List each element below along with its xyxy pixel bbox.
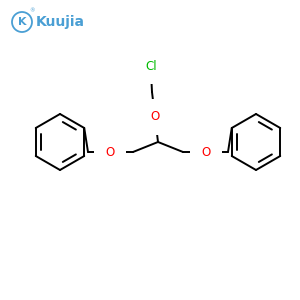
Text: K: K bbox=[18, 17, 26, 27]
Text: ®: ® bbox=[29, 8, 35, 14]
Text: O: O bbox=[150, 110, 160, 124]
Text: Kuujia: Kuujia bbox=[35, 15, 85, 29]
Text: O: O bbox=[105, 146, 115, 158]
Text: Cl: Cl bbox=[145, 59, 157, 73]
Text: O: O bbox=[201, 146, 211, 158]
